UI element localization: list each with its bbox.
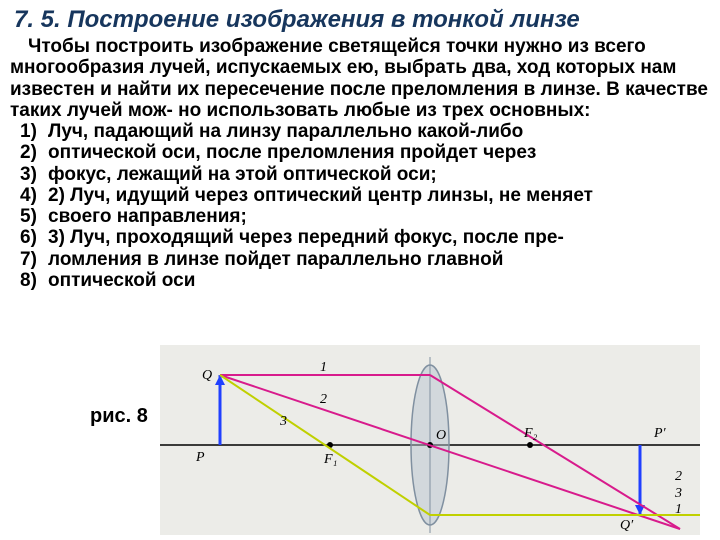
svg-text:3: 3 <box>279 414 287 429</box>
lens-diagram: 231123QPF₁OF₂P′Q′ <box>160 345 700 535</box>
body-text: Чтобы построить изображение светящейся т… <box>0 36 720 291</box>
list-item: 5) своего направления; <box>20 206 714 227</box>
list-item: 2) оптической оси, после преломления про… <box>20 142 714 163</box>
list-text: оптической оси <box>48 270 714 291</box>
numbered-list: 1)Луч, падающий на линзу параллельно как… <box>10 121 714 291</box>
svg-text:O: O <box>436 428 446 443</box>
svg-text:2: 2 <box>320 392 327 407</box>
list-number: 5) <box>20 206 48 227</box>
list-text: ломления в линзе пойдет параллельно глав… <box>48 249 714 270</box>
svg-text:P′: P′ <box>653 426 667 441</box>
list-number: 1) <box>20 121 48 142</box>
svg-text:Q: Q <box>202 368 212 383</box>
svg-text:Q′: Q′ <box>620 518 634 533</box>
list-number: 4) <box>20 185 48 206</box>
svg-text:1: 1 <box>675 502 682 517</box>
list-item: 4)2) Луч, идущий через оптический центр … <box>20 185 714 206</box>
svg-text:P: P <box>195 450 205 465</box>
list-text: оптической оси, после преломления пройде… <box>48 142 714 163</box>
list-item: 3) фокус, лежащий на этой оптической оси… <box>20 164 714 185</box>
list-number: 3) <box>20 164 48 185</box>
section-title: 7. 5. Построение изображения в тонкой ли… <box>0 0 720 36</box>
list-text: фокус, лежащий на этой оптической оси; <box>48 164 714 185</box>
list-text: 2) Луч, идущий через оптический центр ли… <box>48 185 714 206</box>
list-text: Луч, падающий на линзу параллельно какой… <box>48 121 714 142</box>
list-number: 7) <box>20 249 48 270</box>
list-text: 3) Луч, проходящий через передний фокус,… <box>48 227 714 248</box>
intro-paragraph: Чтобы построить изображение светящейся т… <box>10 36 714 121</box>
list-item: 7) ломления в линзе пойдет параллельно г… <box>20 249 714 270</box>
list-number: 8) <box>20 270 48 291</box>
svg-text:2: 2 <box>675 469 682 484</box>
list-item: 1)Луч, падающий на линзу параллельно как… <box>20 121 714 142</box>
list-number: 2) <box>20 142 48 163</box>
svg-text:1: 1 <box>320 360 327 375</box>
svg-text:3: 3 <box>674 486 682 501</box>
list-item: 8) оптической оси <box>20 270 714 291</box>
list-text: своего направления; <box>48 206 714 227</box>
svg-text:F₁: F₁ <box>323 452 337 467</box>
figure-caption: рис. 8 <box>90 405 148 428</box>
list-number: 6) <box>20 227 48 248</box>
svg-text:F₂: F₂ <box>523 426 538 441</box>
list-item: 6)3) Луч, проходящий через передний фоку… <box>20 227 714 248</box>
